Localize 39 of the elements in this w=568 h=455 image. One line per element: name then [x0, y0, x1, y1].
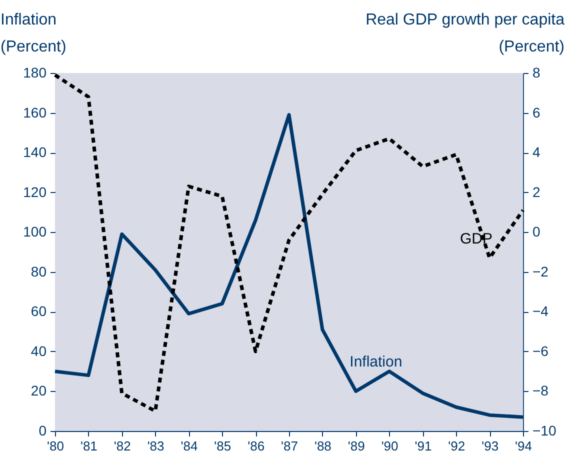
y2-tick-label: −6 — [532, 342, 549, 359]
x-tick-label: '88 — [314, 438, 332, 454]
y2-tick-label: −8 — [532, 382, 549, 399]
y2-tick-label: 4 — [532, 144, 540, 160]
x-tick-label: '86 — [248, 438, 265, 454]
x-tick-label: '84 — [180, 438, 198, 454]
x-tick-label: '92 — [448, 438, 466, 454]
x-tick-label: '89 — [348, 438, 365, 454]
y2-tick-label: 2 — [532, 184, 540, 200]
series-label: GDP — [460, 230, 492, 248]
series-label: Inflation — [350, 353, 402, 370]
y2-tick-label: −2 — [532, 263, 549, 280]
x-tick-label: '81 — [80, 438, 98, 454]
y-axis-title: Inflation (Percent) — [0, 12, 66, 56]
y-tick-label: 20 — [30, 382, 47, 399]
y-tick-label: 100 — [23, 224, 47, 240]
x-tick-label: '85 — [214, 438, 232, 454]
y-tick-label: 120 — [23, 184, 47, 200]
x-tick-label: '90 — [381, 438, 398, 454]
x-tick-label: '93 — [482, 438, 499, 454]
x-tick-label: '82 — [114, 438, 131, 454]
y2-tick-label: −10 — [532, 422, 556, 438]
y-tick-label: 140 — [23, 144, 47, 160]
y2-axis-title: Real GDP growth per capita (Percent) — [366, 12, 565, 56]
y-tick-label: 180 — [23, 64, 47, 80]
y-tick-label: 0 — [38, 422, 47, 438]
y2-tick-label: 6 — [532, 104, 540, 120]
x-tick-label: '83 — [147, 438, 164, 454]
x-tick-label: '91 — [414, 438, 432, 454]
y2-tick-label: −4 — [532, 303, 549, 320]
y-tick-label: 80 — [30, 263, 47, 280]
y-tick-label: 160 — [23, 104, 47, 120]
y-tick-label: 60 — [30, 303, 47, 320]
y2-tick-label: 8 — [532, 64, 540, 80]
x-tick-label: '87 — [281, 438, 298, 454]
x-tick-label: '94 — [515, 438, 532, 454]
y2-tick-label: 0 — [532, 224, 540, 240]
y-tick-label: 40 — [30, 342, 47, 359]
x-tick-label: '80 — [47, 438, 64, 454]
